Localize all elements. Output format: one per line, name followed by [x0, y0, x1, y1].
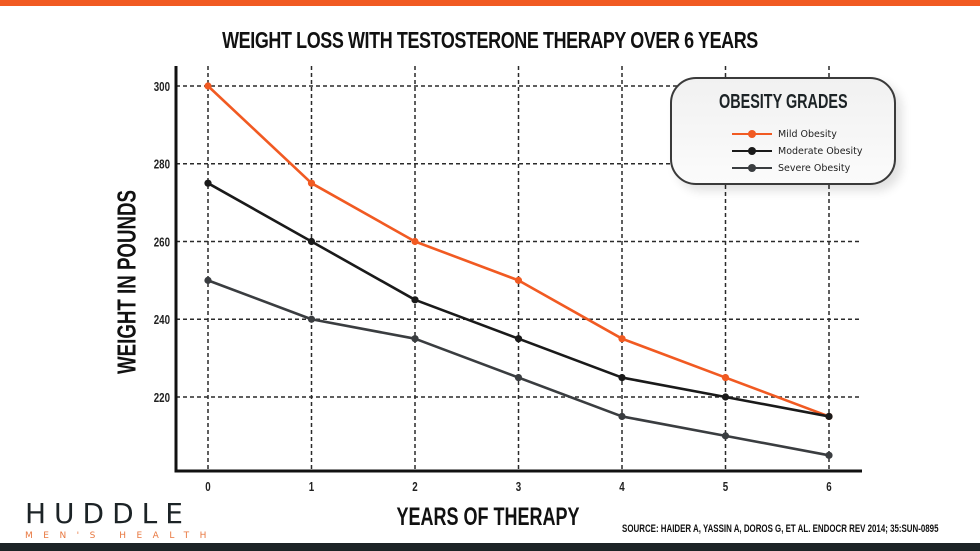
huddle-logo: HUDDLE MEN'S HEALTH	[25, 497, 217, 542]
x-tick-label: 1	[309, 481, 315, 495]
data-point	[514, 373, 523, 382]
x-tick-label: 0	[205, 481, 210, 495]
legend-item-mild: Mild Obesity	[732, 127, 837, 141]
data-point	[204, 179, 212, 187]
bottom-bar	[0, 543, 980, 551]
legend-item-severe: Severe Obesity	[732, 161, 850, 175]
y-tick-label: 220	[154, 392, 170, 406]
data-point	[411, 335, 419, 343]
data-point	[204, 82, 212, 90]
x-axis-label: YEARS OF THERAPY	[361, 503, 615, 532]
data-point	[721, 373, 730, 382]
data-point	[721, 393, 730, 401]
data-point	[411, 296, 419, 304]
data-point	[307, 315, 316, 323]
logo-name: HUDDLE	[25, 497, 191, 530]
x-tick-label: 3	[516, 481, 521, 495]
data-point	[307, 237, 316, 246]
series-lines	[204, 82, 833, 459]
data-point	[514, 335, 523, 343]
data-point	[307, 179, 316, 187]
x-tick-labels: 0 1 2 3 4 5 6	[205, 481, 831, 495]
data-point	[618, 412, 626, 421]
y-tick-labels: 300 280 260 240 220	[154, 81, 170, 406]
legend-label-moderate: Moderate Obesity	[778, 145, 863, 157]
data-point	[618, 335, 626, 343]
top-accent-bar	[0, 0, 980, 6]
data-point	[618, 373, 626, 382]
y-tick-label: 300	[154, 81, 170, 95]
axes	[174, 66, 862, 473]
legend-swatch-severe	[732, 161, 772, 175]
x-tick-label: 2	[412, 481, 417, 495]
logo-subtitle: MEN'S HEALTH	[25, 531, 217, 541]
legend-label-severe: Severe Obesity	[778, 162, 851, 174]
data-point	[411, 237, 419, 246]
legend-title-text: OBESITY GRADES	[718, 91, 848, 113]
x-tick-label: 5	[723, 481, 729, 495]
data-point	[825, 451, 833, 459]
y-tick-label: 260	[154, 236, 170, 250]
series-moderate-obesity	[204, 179, 833, 421]
x-axis-label-text: YEARS OF THERAPY	[396, 503, 580, 531]
source-citation: SOURCE: HAIDER A, YASSIN A, DOROS G, ET …	[621, 523, 938, 535]
legend-title: OBESITY GRADES	[672, 91, 894, 114]
legend-swatch-mild	[732, 127, 772, 141]
legend-label-mild: Mild Obesity	[778, 128, 837, 140]
data-point	[825, 412, 833, 421]
legend: OBESITY GRADES Mild Obesity Moderate Obe…	[670, 77, 896, 185]
series-severe-obesity	[204, 276, 833, 459]
chart-title: WEIGHT LOSS WITH TESTOSTERONE THERAPY OV…	[222, 27, 758, 53]
legend-item-moderate: Moderate Obesity	[732, 144, 863, 158]
x-tick-label: 4	[619, 481, 625, 495]
y-tick-label: 240	[154, 314, 170, 328]
y-tick-label: 280	[154, 159, 170, 173]
x-tick-label: 6	[826, 481, 831, 495]
series-mild-obesity	[204, 82, 833, 421]
data-point	[204, 276, 212, 284]
data-point	[514, 276, 523, 284]
legend-swatch-moderate	[732, 144, 772, 158]
data-point	[721, 432, 730, 440]
